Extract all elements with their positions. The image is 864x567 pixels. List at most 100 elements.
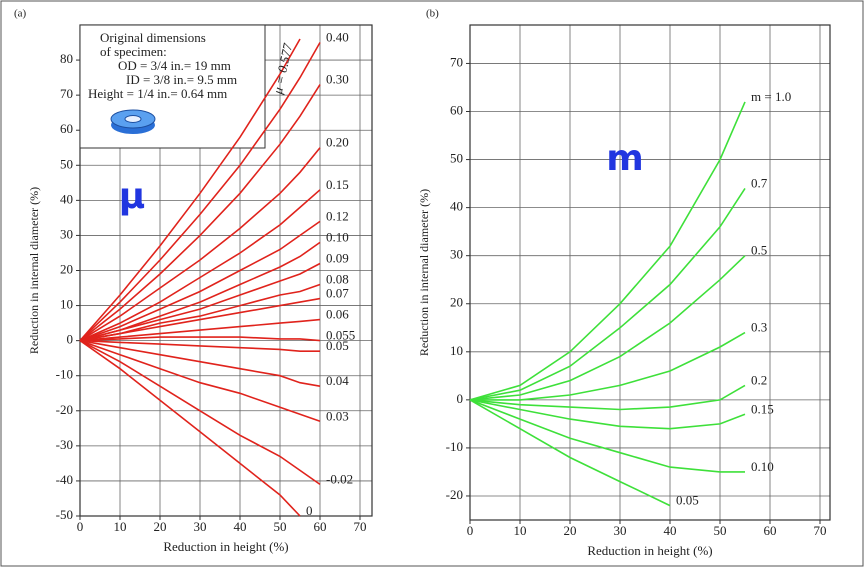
inset-text: OD = 3/4 in.= 19 mm [118, 58, 231, 73]
curve [470, 331, 746, 401]
inset-text: Height = 1/4 in.= 0.64 mm [88, 86, 227, 101]
y-tick-label: 20 [450, 295, 463, 310]
curve [79, 42, 321, 342]
y-tick-label: 20 [60, 261, 73, 276]
panel-label: (b) [426, 8, 439, 20]
curve-label: 0.08 [326, 272, 349, 287]
y-tick-label: 60 [450, 102, 463, 117]
y-tick-label: 80 [60, 51, 73, 66]
curve [79, 220, 321, 342]
x-axis-label: Reduction in height (%) [163, 539, 288, 554]
curve-label: 0.09 [326, 250, 349, 265]
symbol-label: μ [119, 176, 146, 217]
curve [79, 189, 321, 342]
curve-label: 0.055 [326, 328, 355, 343]
y-tick-label: 40 [450, 199, 463, 214]
curve [469, 399, 746, 430]
x-tick-label: 40 [664, 523, 677, 538]
curve-label: 0.15 [326, 177, 349, 192]
y-tick-label: 50 [450, 151, 463, 166]
panel-label: (a) [14, 8, 27, 20]
inset-text: Original dimensions [100, 30, 206, 45]
symbol-label: m [606, 138, 644, 179]
chart-panel: 0 10 20 30 40 50 60 70 -20 -10 0 10 20 30 40 50 60 70 (b) m… [417, 8, 831, 558]
curve-label: 0.30 [326, 72, 349, 87]
curve-label: 0.03 [326, 408, 349, 423]
inset-box [79, 24, 266, 149]
x-tick-label: 0 [467, 523, 474, 538]
chart-panel: 0 10 20 30 40 50 60 70 -50 -40 -30 -20 -10 0 10 20 30 40 5… [14, 8, 373, 554]
curve [469, 399, 745, 473]
y-tick-label: 70 [450, 54, 463, 69]
curve-label: 0.04 [326, 373, 349, 388]
curve-label: 0.05 [326, 338, 349, 353]
curve [469, 399, 671, 507]
curve [79, 262, 321, 342]
x-tick-label: 50 [714, 523, 727, 538]
y-tick-label: 40 [60, 191, 73, 206]
curve [469, 101, 746, 401]
curve [79, 147, 321, 342]
curve-label: 0.3 [751, 320, 767, 335]
curve-label: 0.5 [751, 243, 767, 258]
curve-label: 0 [306, 503, 313, 518]
x-tick-label: 10 [514, 523, 527, 538]
y-axis-label: Reduction in internal diameter (%) [27, 187, 41, 354]
y-tick-label: -40 [56, 472, 73, 487]
y-axis-label: Reduction in internal diameter (%) [417, 189, 431, 356]
x-tick-label: 10 [114, 519, 127, 534]
x-tick-label: 0 [77, 519, 84, 534]
x-tick-label: 60 [764, 523, 777, 538]
y-tick-label: -10 [56, 367, 73, 382]
curve [79, 38, 301, 342]
x-tick-label: 40 [234, 519, 247, 534]
y-tick-label: 0 [67, 332, 74, 347]
curve-label: 0.20 [326, 135, 349, 150]
curve-label: 0.06 [326, 307, 349, 322]
curve-label: 0.10 [751, 459, 774, 474]
curve [79, 297, 321, 342]
curve [469, 187, 746, 401]
curve [79, 339, 301, 517]
x-axis-label: Reduction in height (%) [587, 543, 712, 558]
x-tick-label: 20 [564, 523, 577, 538]
y-tick-label: 10 [450, 343, 463, 358]
curve [79, 318, 321, 342]
x-tick-label: 50 [274, 519, 287, 534]
curve [79, 339, 320, 352]
inset-text: ID = 3/8 in.= 9.5 mm [126, 72, 237, 87]
y-tick-label: 30 [60, 226, 73, 241]
curve-label: 0.2 [751, 372, 767, 387]
curve [79, 84, 321, 342]
curve [79, 339, 321, 423]
curve [79, 339, 321, 486]
y-tick-label: 50 [60, 156, 73, 171]
y-tick-label: 70 [60, 86, 73, 101]
y-tick-label: 60 [60, 121, 73, 136]
y-tick-label: -20 [56, 402, 73, 417]
y-tick-label: 30 [450, 247, 463, 262]
curve [469, 255, 746, 401]
x-tick-label: 70 [354, 519, 367, 534]
curve [79, 339, 321, 387]
y-tick-label: -50 [56, 507, 73, 522]
curve-label: -0.02 [326, 471, 353, 486]
plot-frame [469, 24, 831, 521]
curve-label: m = 1.0 [751, 89, 791, 104]
y-tick-label: 10 [60, 297, 73, 312]
curve-label: 0.07 [326, 286, 349, 301]
x-tick-label: 30 [614, 523, 627, 538]
curve [469, 384, 746, 411]
y-tick-label: -20 [446, 487, 463, 502]
curve-label: 0.40 [326, 30, 349, 45]
curve [79, 336, 321, 342]
curve-label: 0.15 [751, 401, 774, 416]
ring-icon [110, 109, 156, 134]
y-tick-label: -10 [446, 439, 463, 454]
curve-label: 0.10 [326, 229, 349, 244]
curve-label: 0.05 [676, 493, 699, 508]
x-tick-label: 20 [154, 519, 167, 534]
y-tick-label: -30 [56, 437, 73, 452]
curve-label: 0.7 [751, 175, 768, 190]
